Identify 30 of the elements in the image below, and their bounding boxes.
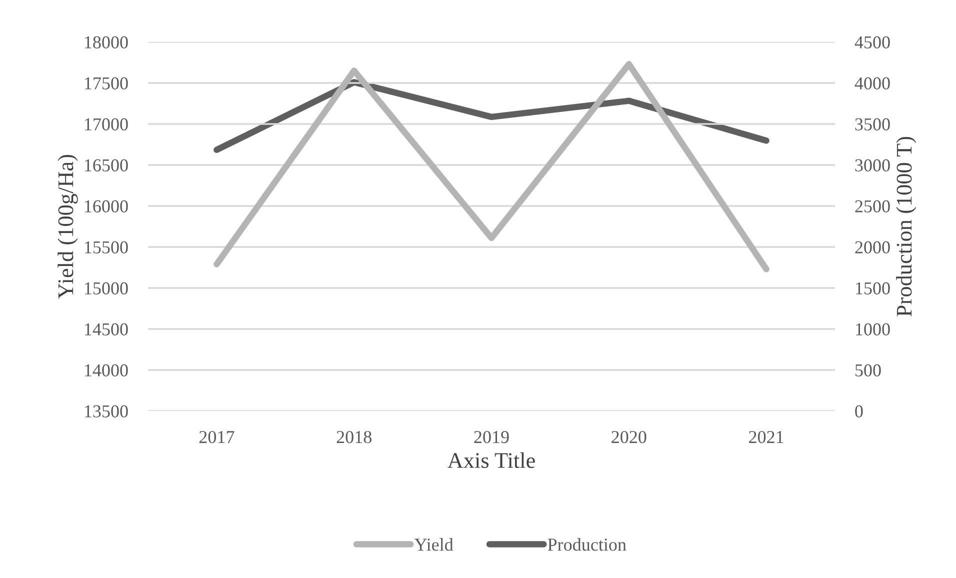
y2-tick-label: 3000 (855, 159, 890, 172)
x-tick-label: 2020 (612, 430, 646, 444)
x-tick-label: 2019 (474, 430, 509, 444)
y-tick-label: 13500 (85, 405, 128, 418)
y2-tick-label: 1000 (856, 323, 890, 336)
y2-tick-label: 4500 (854, 36, 890, 48)
y2-tick-label: 4000 (854, 77, 890, 90)
y2-tick-label: 500 (855, 364, 881, 376)
y2-tick-label: 1500 (856, 282, 890, 294)
y2-tick-label: 3500 (855, 118, 890, 130)
legend-label: Production (548, 538, 626, 551)
x-axis-title: Axis Title (448, 452, 535, 468)
y-axis-title: Yield (100g/Ha) (58, 154, 78, 299)
y-tick-label: 16000 (85, 200, 128, 212)
y-tick-label: 17500 (85, 77, 128, 90)
y2-tick-label: 2500 (855, 200, 890, 212)
legend-label: Yield (414, 538, 454, 551)
x-tick-label: 2018 (336, 430, 372, 444)
y-tick-label: 15500 (85, 241, 128, 254)
y2-tick-label: 0 (855, 405, 863, 418)
y2-axis-title: Production (1000 T) (896, 136, 916, 316)
y-tick-label: 18000 (85, 36, 128, 48)
y-tick-label: 14000 (85, 364, 128, 376)
x-tick-label: 2021 (749, 430, 784, 444)
x-tick-label: 2017 (199, 430, 234, 444)
y-tick-label: 17000 (85, 118, 128, 130)
y-tick-label: 15000 (85, 282, 128, 294)
y-tick-label: 14500 (85, 323, 128, 336)
y2-tick-label: 2000 (855, 241, 890, 254)
y-tick-label: 16500 (85, 159, 128, 172)
